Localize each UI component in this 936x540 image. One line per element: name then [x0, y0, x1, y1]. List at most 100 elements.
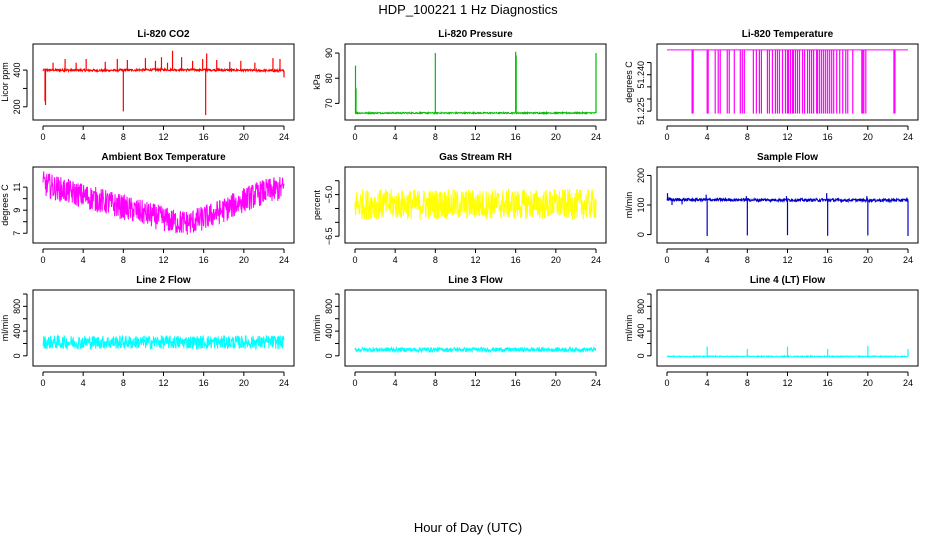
gas-stream-rh-x-tick-label: 8 [433, 255, 438, 265]
li-820-co2-x-tick-label: 20 [239, 132, 249, 142]
ambient-box-temperature-x-tick-label: 20 [239, 255, 249, 265]
line-2-flow-x-axis: 0 4 8 12 16 20 24 [40, 371, 289, 388]
ambient-box-temperature-title: Ambient Box Temperature [101, 152, 226, 163]
line-3-flow-y-tick-label: 0 [324, 353, 334, 358]
line-2-flow-y-tick-label: 800 [12, 299, 22, 314]
gas-stream-rh-y-tick-label: −5.0 [324, 186, 334, 204]
ambient-box-temperature-y-tick-label: 11 [12, 182, 22, 191]
line-3-flow-title: Line 3 Flow [448, 275, 503, 286]
sample-flow-y-axis-label: ml/min [624, 192, 634, 219]
panel-li-820-pressure: Li-820 Pressure 0 4 8 12 16 20 24 70 80 90 kPa [312, 29, 607, 142]
figure-title: HDP_100221 1 Hz Diagnostics [378, 2, 558, 17]
sample-flow-plot-frame [656, 166, 919, 244]
ambient-box-temperature-y-tick-label: 7 [12, 231, 22, 236]
li-820-pressure-x-tick-label: 4 [393, 132, 398, 142]
line-4-lt-flow-x-tick-label: 0 [664, 378, 669, 388]
li-820-temperature-x-tick-label: 12 [782, 132, 792, 142]
line-2-flow-line [42, 333, 285, 351]
ambient-box-temperature-x-tick-label: 8 [121, 255, 126, 265]
ambient-box-temperature-x-tick-label: 12 [158, 255, 168, 265]
li-820-temperature-x-axis: 0 4 8 12 16 20 24 [664, 125, 913, 142]
sample-flow-y-tick-label: 100 [636, 197, 646, 212]
gas-stream-rh-x-tick-label: 4 [393, 255, 398, 265]
li-820-pressure-series [354, 51, 597, 116]
li-820-temperature-x-tick-label: 4 [705, 132, 710, 142]
sample-flow-series [666, 193, 909, 237]
ambient-box-temperature-plot-frame [32, 166, 295, 244]
line-4-lt-flow-x-tick-label: 20 [863, 378, 873, 388]
gas-stream-rh-x-axis: 0 4 8 12 16 20 24 [352, 248, 601, 265]
sample-flow-x-tick-label: 12 [782, 255, 792, 265]
ambient-box-temperature-x-tick-label: 0 [40, 255, 45, 265]
gas-stream-rh-x-tick-label: 16 [511, 255, 521, 265]
line-2-flow-plot-frame [32, 289, 295, 367]
li-820-temperature-x-tick-label: 0 [664, 132, 669, 142]
line-2-flow-x-tick-label: 12 [158, 378, 168, 388]
gas-stream-rh-x-tick-label: 0 [352, 255, 357, 265]
line-3-flow-plot-frame [344, 289, 607, 367]
line-4-lt-flow-y-axis-label: ml/min [624, 315, 634, 342]
line-2-flow-x-tick-label: 16 [199, 378, 209, 388]
line-2-flow-x-tick-label: 20 [239, 378, 249, 388]
li-820-pressure-line [354, 110, 597, 116]
line-3-flow-y-axis-label: ml/min [312, 315, 322, 342]
li-820-temperature-title: Li-820 Temperature [742, 29, 834, 40]
line-3-flow-x-tick-label: 8 [433, 378, 438, 388]
li-820-pressure-y-tick-label: 70 [324, 98, 334, 108]
li-820-pressure-x-tick-label: 0 [352, 132, 357, 142]
li-820-pressure-x-tick-label: 8 [433, 132, 438, 142]
gas-stream-rh-y-axis: −6.5 −5.0 [324, 180, 340, 245]
line-2-flow-y-tick-label: 400 [12, 324, 22, 339]
li-820-temperature-plot-frame [656, 43, 919, 121]
line-2-flow-y-axis: 0 400 800 [12, 293, 28, 358]
line-4-lt-flow-y-tick-label: 800 [636, 299, 646, 314]
line-4-lt-flow-x-axis: 0 4 8 12 16 20 24 [664, 371, 913, 388]
li-820-temperature-series [667, 49, 908, 114]
li-820-temperature-y-tick-label: 51.225 [636, 97, 646, 125]
li-820-co2-title: Li-820 CO2 [137, 29, 190, 40]
gas-stream-rh-x-tick-label: 20 [551, 255, 561, 265]
li-820-pressure-x-tick-label: 20 [551, 132, 561, 142]
ambient-box-temperature-x-tick-label: 16 [199, 255, 209, 265]
line-2-flow-title: Line 2 Flow [136, 275, 191, 286]
line-2-flow-x-tick-label: 4 [81, 378, 86, 388]
li-820-co2-x-tick-label: 24 [279, 132, 289, 142]
line-3-flow-line [354, 345, 597, 354]
gas-stream-rh-plot-frame [344, 166, 607, 244]
li-820-co2-line [42, 66, 285, 74]
line-4-lt-flow-x-tick-label: 4 [705, 378, 710, 388]
line-3-flow-x-tick-label: 12 [470, 378, 480, 388]
ambient-box-temperature-x-axis: 0 4 8 12 16 20 24 [40, 248, 289, 265]
li-820-co2-x-tick-label: 16 [199, 132, 209, 142]
line-4-lt-flow-plot-frame [656, 289, 919, 367]
line-2-flow-x-tick-label: 24 [279, 378, 289, 388]
sample-flow-x-tick-label: 4 [705, 255, 710, 265]
panel-ambient-box-temperature: Ambient Box Temperature 0 4 8 12 16 20 24 7 9 11de… [0, 152, 295, 265]
line-3-flow-x-axis: 0 4 8 12 16 20 24 [352, 371, 601, 388]
li-820-co2-plot-frame [32, 43, 295, 121]
line-3-flow-y-tick-label: 400 [324, 324, 334, 339]
line-3-flow-y-tick-label: 800 [324, 299, 334, 314]
li-820-temperature-y-axis: 51.225 51.240 [636, 61, 652, 125]
li-820-temperature-y-tick-label: 51.240 [636, 61, 646, 89]
line-2-flow-x-tick-label: 8 [121, 378, 126, 388]
line-3-flow-x-tick-label: 24 [591, 378, 601, 388]
line-3-flow-x-tick-label: 4 [393, 378, 398, 388]
line-3-flow-x-tick-label: 0 [352, 378, 357, 388]
li-820-temperature-x-tick-label: 8 [745, 132, 750, 142]
line-4-lt-flow-y-axis: 0 400 800 [636, 293, 652, 358]
sample-flow-x-tick-label: 24 [903, 255, 913, 265]
gas-stream-rh-x-tick-label: 12 [470, 255, 480, 265]
li-820-pressure-y-axis-label: kPa [312, 74, 322, 90]
li-820-pressure-x-tick-label: 24 [591, 132, 601, 142]
line-2-flow-y-axis-label: ml/min [0, 315, 10, 342]
figure-x-axis-label: Hour of Day (UTC) [414, 520, 522, 535]
ambient-box-temperature-x-tick-label: 4 [81, 255, 86, 265]
